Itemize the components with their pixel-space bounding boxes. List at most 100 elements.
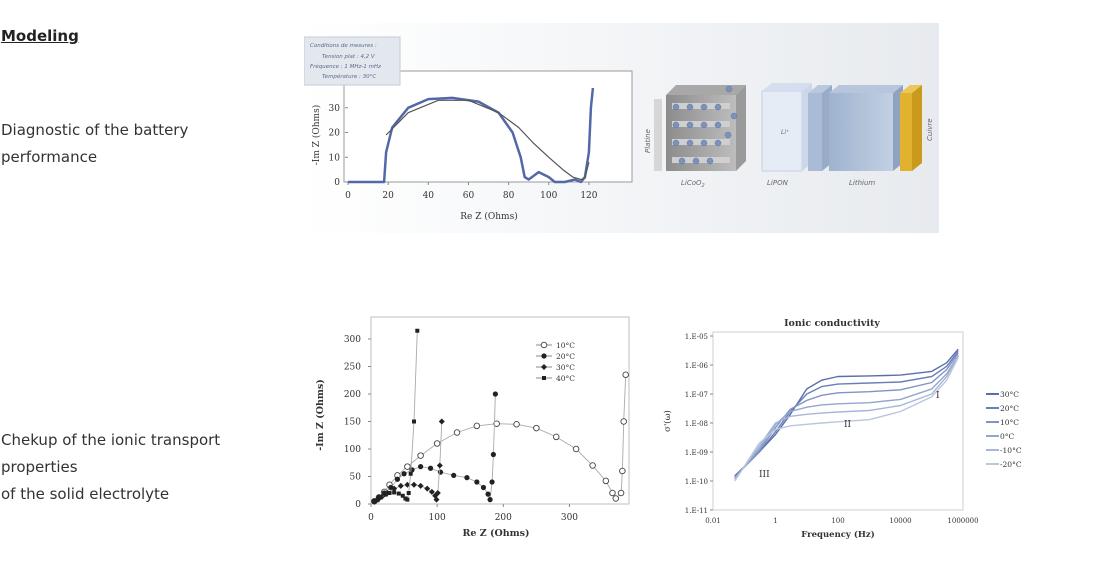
y-tick-label: 250 [344, 363, 361, 373]
legend-label: -10°C [1000, 446, 1022, 455]
data-point [428, 488, 435, 495]
data-point [417, 482, 424, 489]
legend-label: 30°C [1000, 390, 1019, 399]
x-tick-label: 300 [561, 513, 578, 523]
li-ion-dot [672, 121, 680, 129]
cuivre-layer [900, 85, 922, 171]
data-point [493, 420, 500, 427]
region-label-I: I [936, 391, 940, 401]
data-point [412, 419, 416, 424]
data-point [513, 420, 520, 428]
data-point [473, 422, 481, 430]
data-point [378, 495, 383, 500]
cuivre-label: Cuivre [926, 118, 934, 141]
y-tick-label: 0 [355, 500, 361, 510]
data-point [602, 477, 610, 485]
legend-line: Fréquence : 1 MHz-1 mHz [310, 63, 381, 70]
legend-label: -20°C [1000, 460, 1022, 469]
conductivity-curve [734, 357, 959, 482]
x-tick-label: 40 [423, 191, 435, 201]
li-ion-dot [686, 121, 694, 129]
data-point [433, 496, 440, 503]
x-tick-label: 1 [773, 517, 777, 525]
y-tick-label: 10 [329, 153, 341, 163]
lithium-block [829, 85, 903, 171]
data-point [464, 475, 470, 481]
y-tick-label: 150 [344, 418, 361, 428]
li-ion-dot [700, 121, 708, 129]
data-point [437, 469, 444, 475]
caption-line: of the solid electrolyte [1, 485, 170, 503]
x-tick-label: 100 [831, 517, 844, 525]
data-point [411, 481, 417, 488]
y-tick-label: 1.E-09 [685, 449, 708, 457]
y-tick-label: 0 [334, 178, 340, 188]
y-tick-label: 100 [344, 445, 361, 455]
li-ion-label: Li⁺ [781, 129, 789, 136]
legend-line: Tension plat : 4,2 V [322, 54, 376, 60]
data-point [372, 499, 377, 504]
li-ion-dot [706, 157, 714, 165]
x-tick-label: 200 [495, 513, 512, 523]
data-point [490, 451, 496, 458]
section-heading: Modeling [1, 27, 79, 45]
chart-title: Ionic conductivity [784, 318, 880, 329]
data-point [589, 462, 596, 469]
y-tick-label: 1.E-05 [685, 333, 708, 341]
data-point [404, 463, 411, 470]
legend-label: 20°C [1000, 404, 1019, 413]
battery-stack-diagram: Platine LiCoO2 Li⁺ LiPON Li [644, 83, 934, 189]
data-point [540, 341, 548, 349]
data-point [394, 476, 401, 482]
y-tick-label: 20 [329, 129, 341, 139]
data-point [418, 464, 424, 470]
li-ion-dot [686, 139, 694, 147]
data-point [409, 467, 415, 473]
caption-ionic-transport: Chekup of the ionic transport properties… [1, 427, 271, 508]
data-point [480, 484, 487, 491]
data-point [620, 418, 627, 425]
y-tick-label: 1.E-07 [685, 391, 708, 399]
data-point [541, 353, 547, 359]
data-point [424, 485, 431, 492]
data-point [619, 467, 626, 475]
legend-line: Conditions de mesures : [310, 43, 377, 49]
data-point [552, 433, 560, 441]
y-tick-label: 50 [350, 473, 362, 483]
li-ion-dot [700, 103, 708, 111]
li-ion-dot [725, 85, 733, 93]
lithium-label: Lithium [849, 179, 875, 187]
li-ion-dot [686, 103, 694, 111]
data-point [417, 452, 424, 459]
y-tick-label: 1.E-06 [685, 362, 709, 370]
y-tick-label: 300 [344, 335, 361, 345]
data-point [404, 481, 411, 488]
data-point [487, 497, 493, 503]
conductivity-curve [734, 348, 959, 477]
y-tick-label: 1.E-08 [685, 420, 708, 428]
data-point [433, 440, 441, 447]
data-point [492, 391, 498, 397]
caption-diagnostic: Diagnostic of the battery performance [1, 121, 189, 166]
y-tick-label: 200 [344, 390, 361, 400]
data-point [485, 491, 491, 497]
platine-label: Platine [644, 129, 652, 153]
y-tick-label: 1.E-11 [685, 507, 708, 515]
legend-label: 40°C [556, 374, 575, 383]
data-point [489, 479, 495, 485]
x-tick-label: 0.01 [705, 517, 721, 525]
li-ion-dot [678, 157, 686, 165]
x-tick-label: 80 [503, 191, 515, 201]
data-point [405, 497, 410, 502]
data-point [533, 424, 540, 432]
x-tick-label: 10000 [889, 517, 911, 525]
data-point [392, 490, 397, 495]
data-point [474, 479, 480, 485]
region-label-II: II [844, 420, 852, 430]
x-tick-label: 0 [368, 513, 374, 523]
legend-label: 10°C [1000, 418, 1019, 427]
legend-label: 0°C [1000, 432, 1015, 441]
conditions-legend-box [304, 36, 401, 86]
y-axis-label: -Im Z (Ohms) [315, 379, 326, 451]
x-tick-label: 100 [429, 513, 446, 523]
